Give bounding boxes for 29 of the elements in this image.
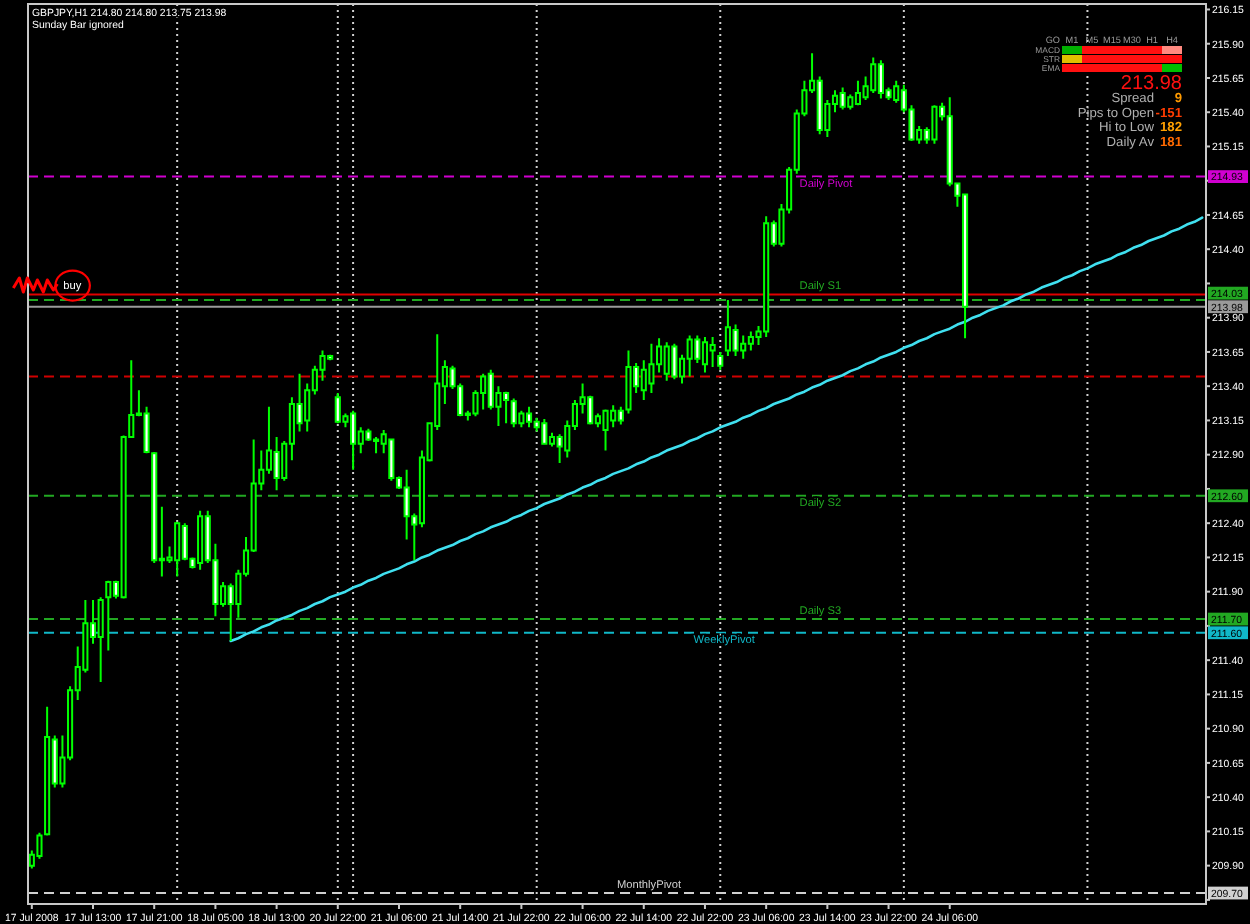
candlestick	[724, 298, 731, 358]
candlestick	[197, 509, 204, 571]
candlestick	[334, 392, 341, 425]
candlestick	[602, 408, 609, 452]
candlestick	[671, 342, 678, 381]
candlestick	[541, 418, 548, 445]
candlestick	[747, 330, 754, 352]
candlestick	[686, 334, 693, 378]
candlestick	[709, 335, 716, 369]
candlestick	[839, 86, 846, 111]
candlestick	[388, 438, 395, 482]
candlestick	[877, 59, 884, 100]
candlestick	[701, 335, 709, 374]
candlestick	[350, 409, 357, 471]
candlestick	[174, 520, 181, 578]
candlestick	[663, 341, 670, 382]
candlestick	[648, 342, 655, 395]
candlestick	[480, 372, 487, 411]
annotation: 213.98	[1120, 73, 1183, 95]
candlestick	[763, 215, 770, 338]
candlestick	[931, 104, 938, 145]
candlestick	[854, 79, 862, 107]
line-series	[229, 216, 1204, 643]
candlestick	[510, 397, 517, 429]
candlestick	[893, 79, 900, 104]
candlestick	[503, 390, 510, 425]
candlestick	[372, 435, 380, 455]
candlestick	[870, 56, 877, 95]
candlestick	[525, 405, 533, 429]
